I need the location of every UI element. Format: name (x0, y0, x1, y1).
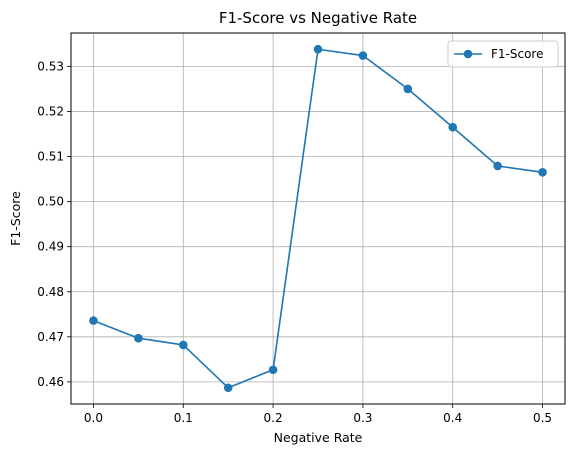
data-point (538, 167, 547, 177)
data-point (403, 84, 413, 94)
data-point (493, 161, 502, 171)
data-point (358, 51, 368, 60)
y-tick-label: 0.52 (37, 104, 64, 118)
data-point (448, 122, 458, 132)
legend-marker-swatch (463, 49, 473, 59)
data-point (134, 333, 143, 343)
y-tick-label: 0.48 (37, 285, 64, 299)
x-tick-label: 0.3 (353, 411, 372, 425)
chart-title: F1-Score vs Negative Rate (219, 9, 417, 27)
x-tick-label: 0.5 (533, 411, 552, 425)
y-tick-label: 0.47 (37, 330, 64, 344)
grid (71, 33, 565, 404)
x-axis-label: Negative Rate (274, 430, 363, 445)
y-tick-label: 0.50 (37, 195, 64, 209)
y-tick-label: 0.46 (37, 375, 64, 389)
data-point (268, 365, 278, 375)
plot-frame (70, 32, 566, 405)
tick-layer: 0.0 0.1 0.2 0.3 0.4 0.5 0.46 0.47 0.48 0.49 0.50 0.… (37, 59, 552, 425)
x-tick-label: 0.4 (443, 411, 462, 425)
legend-label: F1-Score (491, 47, 543, 61)
data-point (178, 340, 188, 350)
x-tick-label: 0.1 (174, 411, 193, 425)
data-point (89, 316, 98, 325)
legend: F1-Score (447, 40, 559, 68)
y-axis-label: F1-Score (8, 191, 23, 246)
y-tick-label: 0.49 (37, 240, 64, 254)
legend-box (447, 40, 559, 68)
data-point (223, 383, 233, 393)
series-layer (89, 44, 547, 393)
data-point (313, 44, 323, 54)
x-tick-label: 0.0 (84, 411, 103, 425)
y-tick-label: 0.51 (37, 150, 64, 164)
x-tick-label: 0.2 (264, 411, 283, 425)
y-tick-label: 0.53 (37, 59, 64, 73)
